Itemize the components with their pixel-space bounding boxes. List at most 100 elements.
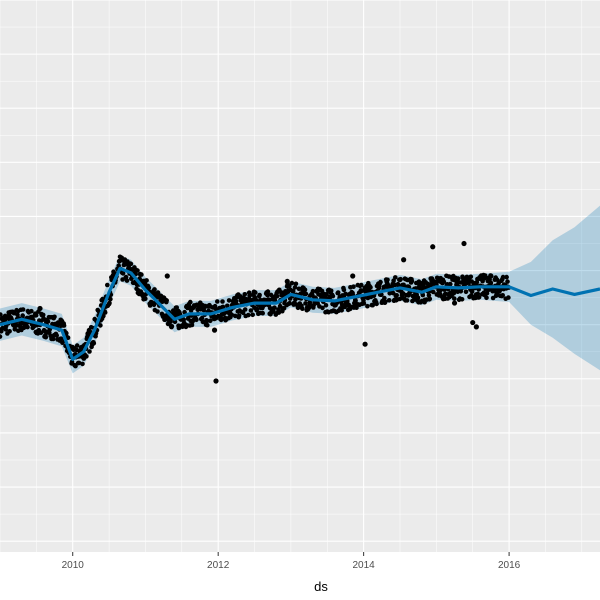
observed-point	[229, 312, 234, 318]
observed-point	[204, 318, 210, 324]
observed-point	[40, 312, 46, 318]
observed-point	[143, 296, 148, 302]
observed-point	[218, 317, 224, 323]
observed-point	[398, 276, 403, 282]
observed-point	[341, 287, 347, 293]
observed-point	[64, 330, 69, 336]
observed-point	[272, 305, 277, 311]
observed-point	[289, 280, 295, 286]
outlier-point	[461, 240, 467, 247]
observed-point	[505, 279, 510, 284]
observed-point	[233, 298, 239, 304]
x-axis-title: ds	[314, 579, 328, 594]
observed-point	[378, 279, 383, 285]
observed-point	[265, 289, 271, 294]
observed-point	[404, 298, 410, 303]
observed-point	[385, 277, 390, 283]
observed-point	[320, 305, 325, 311]
observed-point	[98, 323, 103, 328]
observed-point	[438, 288, 443, 293]
outlier-point	[451, 300, 458, 306]
observed-point	[383, 299, 388, 305]
outlier-point	[473, 324, 479, 330]
observed-point	[139, 272, 144, 277]
x-tick-label: 2016	[498, 560, 521, 571]
observed-point	[276, 310, 282, 315]
observed-point	[303, 291, 309, 297]
observed-point	[146, 285, 152, 291]
observed-point	[476, 295, 482, 300]
x-tick-label: 2014	[353, 560, 376, 571]
observed-point	[160, 299, 165, 305]
outlier-point	[470, 319, 476, 326]
observed-point	[302, 287, 308, 293]
observed-point	[58, 336, 64, 342]
observed-point	[182, 309, 187, 315]
observed-point	[335, 290, 341, 295]
observed-point	[205, 322, 210, 328]
observed-point	[368, 285, 373, 290]
observed-point	[324, 292, 329, 297]
observed-point	[260, 310, 266, 316]
observed-point	[15, 312, 20, 318]
observed-point	[128, 261, 134, 267]
observed-point	[382, 295, 387, 301]
observed-point	[65, 335, 71, 341]
observed-point	[108, 296, 113, 302]
observed-point	[242, 307, 248, 312]
observed-point	[253, 290, 258, 295]
observed-point	[484, 290, 490, 296]
observed-point	[370, 302, 376, 308]
observed-point	[394, 293, 400, 298]
outlier-point	[211, 327, 218, 333]
observed-point	[107, 300, 112, 306]
observed-point	[52, 314, 57, 320]
observed-point	[84, 354, 89, 359]
observed-point	[164, 298, 169, 303]
observed-point	[484, 295, 489, 301]
observed-point	[500, 274, 506, 280]
observed-point	[420, 292, 426, 298]
observed-point	[310, 288, 316, 294]
observed-point	[281, 306, 287, 311]
observed-point	[393, 275, 398, 280]
observed-point	[105, 282, 110, 288]
outlier-point	[37, 305, 43, 312]
observed-point	[123, 274, 129, 280]
observed-point	[500, 293, 506, 298]
outlier-point	[284, 278, 290, 285]
outlier-point	[164, 273, 170, 279]
observed-point	[54, 333, 59, 338]
observed-point	[265, 292, 270, 298]
outlier-point	[488, 273, 494, 279]
observed-point	[246, 312, 251, 318]
outlier-point	[362, 341, 368, 347]
observed-point	[199, 315, 205, 321]
observed-point	[188, 299, 193, 305]
observed-point	[144, 278, 149, 283]
observed-point	[330, 293, 336, 299]
observed-point	[468, 274, 474, 280]
observed-point	[254, 306, 260, 312]
observed-point	[504, 274, 509, 280]
observed-point	[215, 299, 220, 304]
observed-point	[226, 298, 232, 303]
observed-point	[43, 334, 49, 340]
outlier-point	[350, 273, 356, 279]
observed-point	[323, 303, 329, 308]
observed-point	[386, 298, 392, 303]
observed-point	[91, 340, 97, 346]
observed-point	[409, 279, 415, 284]
observed-point	[361, 301, 367, 306]
observed-point	[232, 313, 238, 319]
observed-point	[61, 323, 67, 328]
observed-point	[351, 284, 356, 290]
observed-point	[220, 304, 226, 310]
observed-point	[431, 289, 436, 295]
outlier-point	[430, 244, 436, 250]
observed-point	[250, 312, 255, 318]
observed-point	[74, 343, 80, 348]
observed-point	[187, 304, 192, 310]
observed-point	[225, 303, 230, 309]
